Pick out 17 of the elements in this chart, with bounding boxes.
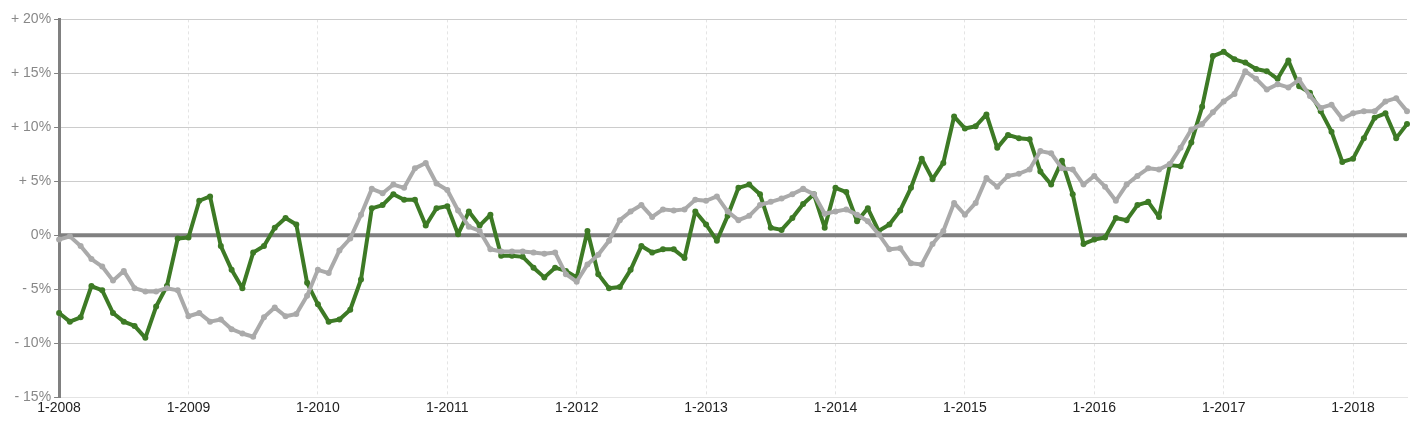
y-tick-label: + 5% xyxy=(18,172,52,189)
y-tick-label: + 10% xyxy=(10,118,52,135)
x-tick-label: 1-2012 xyxy=(554,399,599,416)
x-tick-label: 1-2017 xyxy=(1201,399,1246,416)
y-tick-label: + 15% xyxy=(10,64,52,81)
x-tick-label: 1-2016 xyxy=(1072,399,1117,416)
y-tick-label: + 20% xyxy=(10,10,52,27)
x-tick-label: 1-2013 xyxy=(684,399,729,416)
x-tick-label: 1-2011 xyxy=(426,399,469,416)
x-tick-label: 1-2009 xyxy=(166,399,211,416)
x-tick-label: 1-2015 xyxy=(943,399,987,416)
y-tick-label: 0% xyxy=(30,226,52,243)
y-tick-label: - 5% xyxy=(22,280,52,297)
x-tick-label: 1-2010 xyxy=(296,399,340,416)
y-tick-label: - 10% xyxy=(14,334,52,351)
x-tick-label: 1-2018 xyxy=(1331,399,1376,416)
x-tick-label: 1-2014 xyxy=(813,399,858,416)
